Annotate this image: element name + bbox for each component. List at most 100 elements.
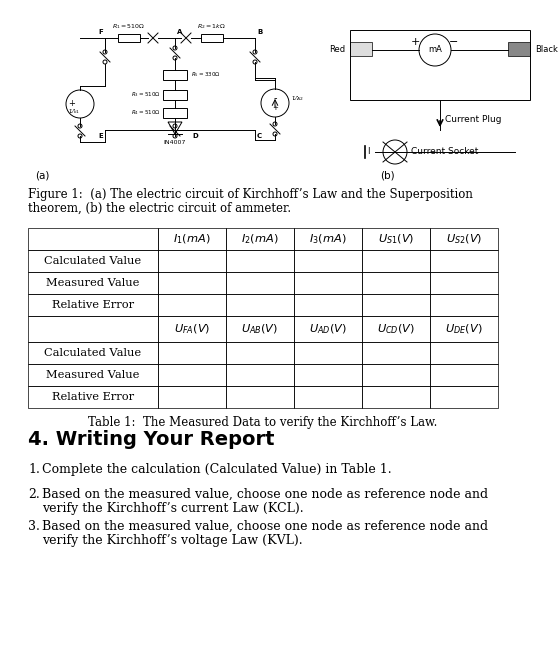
Bar xyxy=(430,228,498,250)
Text: C: C xyxy=(257,133,262,139)
Bar xyxy=(226,342,294,364)
Circle shape xyxy=(273,132,277,136)
Text: $U_{DE}(V)$: $U_{DE}(V)$ xyxy=(446,322,483,336)
Text: Current Socket: Current Socket xyxy=(411,148,479,157)
Circle shape xyxy=(253,50,257,54)
Bar xyxy=(158,364,226,386)
Circle shape xyxy=(173,56,177,60)
Bar xyxy=(362,272,430,294)
Bar xyxy=(362,228,430,250)
Circle shape xyxy=(273,122,277,126)
Bar xyxy=(226,316,294,342)
Text: (b): (b) xyxy=(380,170,395,180)
Text: Calculated Value: Calculated Value xyxy=(44,348,141,358)
Bar xyxy=(362,250,430,272)
Bar xyxy=(430,272,498,294)
Bar xyxy=(163,70,187,80)
Text: 4. Writing Your Report: 4. Writing Your Report xyxy=(28,430,274,449)
Text: $\mathcal{U}_{A2}$: $\mathcal{U}_{A2}$ xyxy=(291,93,304,103)
Bar xyxy=(430,294,498,316)
Bar xyxy=(226,272,294,294)
Text: $R_1{=}510\Omega$: $R_1{=}510\Omega$ xyxy=(112,22,146,31)
Text: $U_{AB}(V)$: $U_{AB}(V)$ xyxy=(241,322,278,336)
Text: $U_{CD}(V)$: $U_{CD}(V)$ xyxy=(377,322,415,336)
Text: Black: Black xyxy=(535,46,558,54)
Bar xyxy=(158,316,226,342)
Text: Red: Red xyxy=(329,46,345,54)
Bar xyxy=(362,364,430,386)
Circle shape xyxy=(173,134,177,138)
Bar xyxy=(226,228,294,250)
Bar xyxy=(294,364,362,386)
Bar xyxy=(508,42,530,56)
Bar xyxy=(158,228,226,250)
Text: mA: mA xyxy=(428,46,442,54)
Text: 1.: 1. xyxy=(28,463,40,476)
Text: $U_{S1}(V)$: $U_{S1}(V)$ xyxy=(378,232,414,246)
Bar xyxy=(158,250,226,272)
Text: Relative Error: Relative Error xyxy=(52,300,134,310)
Bar xyxy=(362,386,430,408)
Bar xyxy=(28,386,158,408)
Text: 3.: 3. xyxy=(28,520,40,533)
Bar xyxy=(158,272,226,294)
Text: Figure 1:  (a) The electric circuit of Kirchhoff’s Law and the Superposition: Figure 1: (a) The electric circuit of Ki… xyxy=(28,188,473,201)
Bar xyxy=(430,250,498,272)
Text: (a): (a) xyxy=(35,170,49,180)
Bar xyxy=(430,364,498,386)
Bar xyxy=(158,342,226,364)
Text: I: I xyxy=(367,148,369,157)
Bar xyxy=(226,364,294,386)
Text: $I_2(mA)$: $I_2(mA)$ xyxy=(241,232,279,246)
Bar xyxy=(350,42,372,56)
Bar xyxy=(28,272,158,294)
Bar xyxy=(158,386,226,408)
Bar xyxy=(362,316,430,342)
Circle shape xyxy=(103,50,107,54)
Bar xyxy=(201,34,223,42)
Bar xyxy=(226,250,294,272)
Bar xyxy=(226,294,294,316)
Bar xyxy=(294,342,362,364)
Text: -: - xyxy=(273,93,277,103)
Circle shape xyxy=(173,46,177,50)
Text: $U_{FA}(V)$: $U_{FA}(V)$ xyxy=(174,322,210,336)
Bar xyxy=(294,294,362,316)
Text: +: + xyxy=(272,105,278,111)
Bar xyxy=(294,228,362,250)
Bar xyxy=(163,90,187,100)
Bar xyxy=(362,294,430,316)
Bar xyxy=(158,294,226,316)
Bar xyxy=(294,386,362,408)
Text: Measured Value: Measured Value xyxy=(46,370,140,380)
Bar xyxy=(28,250,158,272)
Text: +: + xyxy=(410,37,420,47)
Text: B: B xyxy=(257,29,262,35)
Text: F: F xyxy=(98,29,103,35)
Bar xyxy=(226,386,294,408)
Text: $I_3(mA)$: $I_3(mA)$ xyxy=(309,232,347,246)
Bar xyxy=(430,386,498,408)
Bar xyxy=(28,316,158,342)
Text: $\mathcal{U}_{k1}$: $\mathcal{U}_{k1}$ xyxy=(68,106,80,116)
Circle shape xyxy=(103,60,107,64)
Circle shape xyxy=(78,134,82,138)
Bar xyxy=(294,250,362,272)
Bar xyxy=(430,316,498,342)
Text: Current Plug: Current Plug xyxy=(445,115,501,124)
Text: verify the Kirchhoff’s voltage Law (KVL).: verify the Kirchhoff’s voltage Law (KVL)… xyxy=(42,534,302,547)
Circle shape xyxy=(173,124,177,128)
Text: Relative Error: Relative Error xyxy=(52,392,134,402)
Bar xyxy=(28,294,158,316)
Text: theorem, (b) the electric circuit of ammeter.: theorem, (b) the electric circuit of amm… xyxy=(28,202,291,215)
Text: $I_1(mA)$: $I_1(mA)$ xyxy=(173,232,211,246)
Text: $R_3{=}510\Omega$: $R_3{=}510\Omega$ xyxy=(131,90,161,99)
Bar xyxy=(28,342,158,364)
Circle shape xyxy=(78,124,82,128)
Text: Measured Value: Measured Value xyxy=(46,278,140,288)
Bar xyxy=(294,316,362,342)
Text: −: − xyxy=(449,37,459,47)
Text: Complete the calculation (Calculated Value) in Table 1.: Complete the calculation (Calculated Val… xyxy=(42,463,392,476)
Text: Calculated Value: Calculated Value xyxy=(44,256,141,266)
Bar xyxy=(294,272,362,294)
